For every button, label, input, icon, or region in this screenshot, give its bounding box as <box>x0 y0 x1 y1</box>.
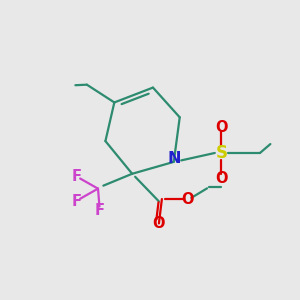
Text: O: O <box>215 171 228 186</box>
Text: S: S <box>215 144 227 162</box>
Text: F: F <box>72 194 82 208</box>
Text: O: O <box>181 191 194 206</box>
Text: F: F <box>94 202 104 217</box>
Text: N: N <box>167 152 181 166</box>
Text: F: F <box>72 169 82 184</box>
Text: O: O <box>215 120 228 135</box>
Text: O: O <box>153 216 165 231</box>
